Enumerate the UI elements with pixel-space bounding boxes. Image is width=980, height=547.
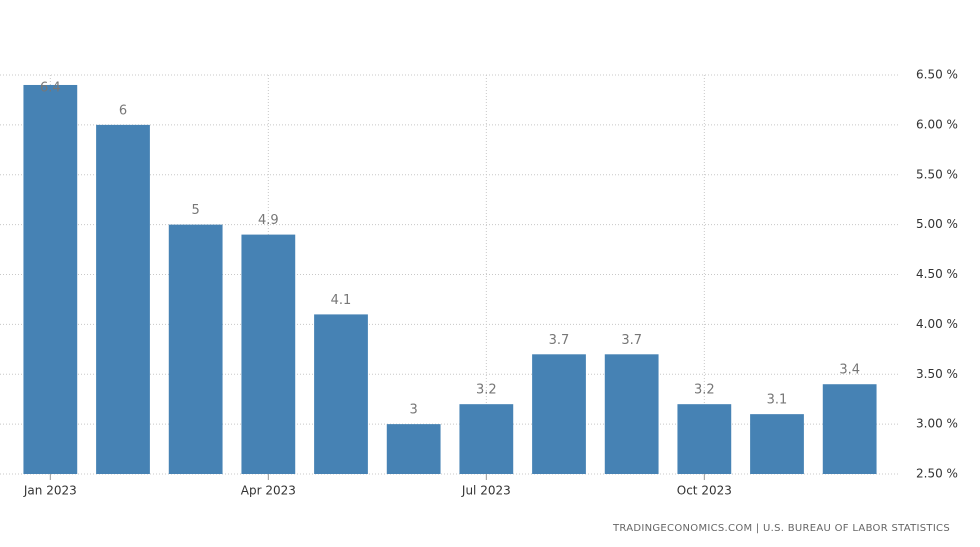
y-tick-label: 6.00 % <box>916 117 958 131</box>
bar <box>96 124 150 474</box>
y-tick-label: 4.00 % <box>916 317 958 331</box>
bar <box>604 354 659 474</box>
value-label: 3 <box>410 403 418 418</box>
bar <box>241 234 296 474</box>
bar <box>386 424 441 474</box>
bar <box>459 404 514 474</box>
bar <box>677 404 732 474</box>
y-tick-label: 3.50 % <box>916 367 958 381</box>
x-tick-label: Jul 2023 <box>461 484 511 498</box>
value-label: 3.2 <box>694 383 715 398</box>
bar <box>750 414 804 474</box>
value-label: 3.7 <box>621 333 642 348</box>
y-tick-label: 4.50 % <box>916 267 958 281</box>
value-label: 4.1 <box>331 293 352 308</box>
bar <box>168 224 223 474</box>
x-tick-label: Apr 2023 <box>241 484 296 498</box>
y-tick-label: 5.00 % <box>916 217 958 231</box>
value-label: 5 <box>192 203 200 218</box>
y-tick-label: 2.50 % <box>916 467 958 481</box>
value-label: 3.7 <box>549 333 570 348</box>
value-label: 3.4 <box>839 363 860 378</box>
x-tick-label: Oct 2023 <box>677 484 732 498</box>
bar <box>314 314 368 474</box>
y-tick-label: 6.50 % <box>916 68 958 82</box>
y-tick-label: 3.00 % <box>916 417 958 431</box>
x-tick-label: Jan 2023 <box>23 484 77 498</box>
bar <box>532 354 586 474</box>
bar <box>23 84 78 474</box>
y-tick-label: 5.50 % <box>916 167 958 181</box>
value-label: 3.2 <box>476 383 497 398</box>
source: TRADINGECONOMICS.COM | U.S. BUREAU OF LA… <box>612 523 950 534</box>
value-label: 4.9 <box>258 213 279 228</box>
value-label: 6 <box>119 103 127 118</box>
bar <box>822 384 877 474</box>
value-label: 6.4 <box>40 81 61 96</box>
value-label: 3.1 <box>767 393 788 408</box>
